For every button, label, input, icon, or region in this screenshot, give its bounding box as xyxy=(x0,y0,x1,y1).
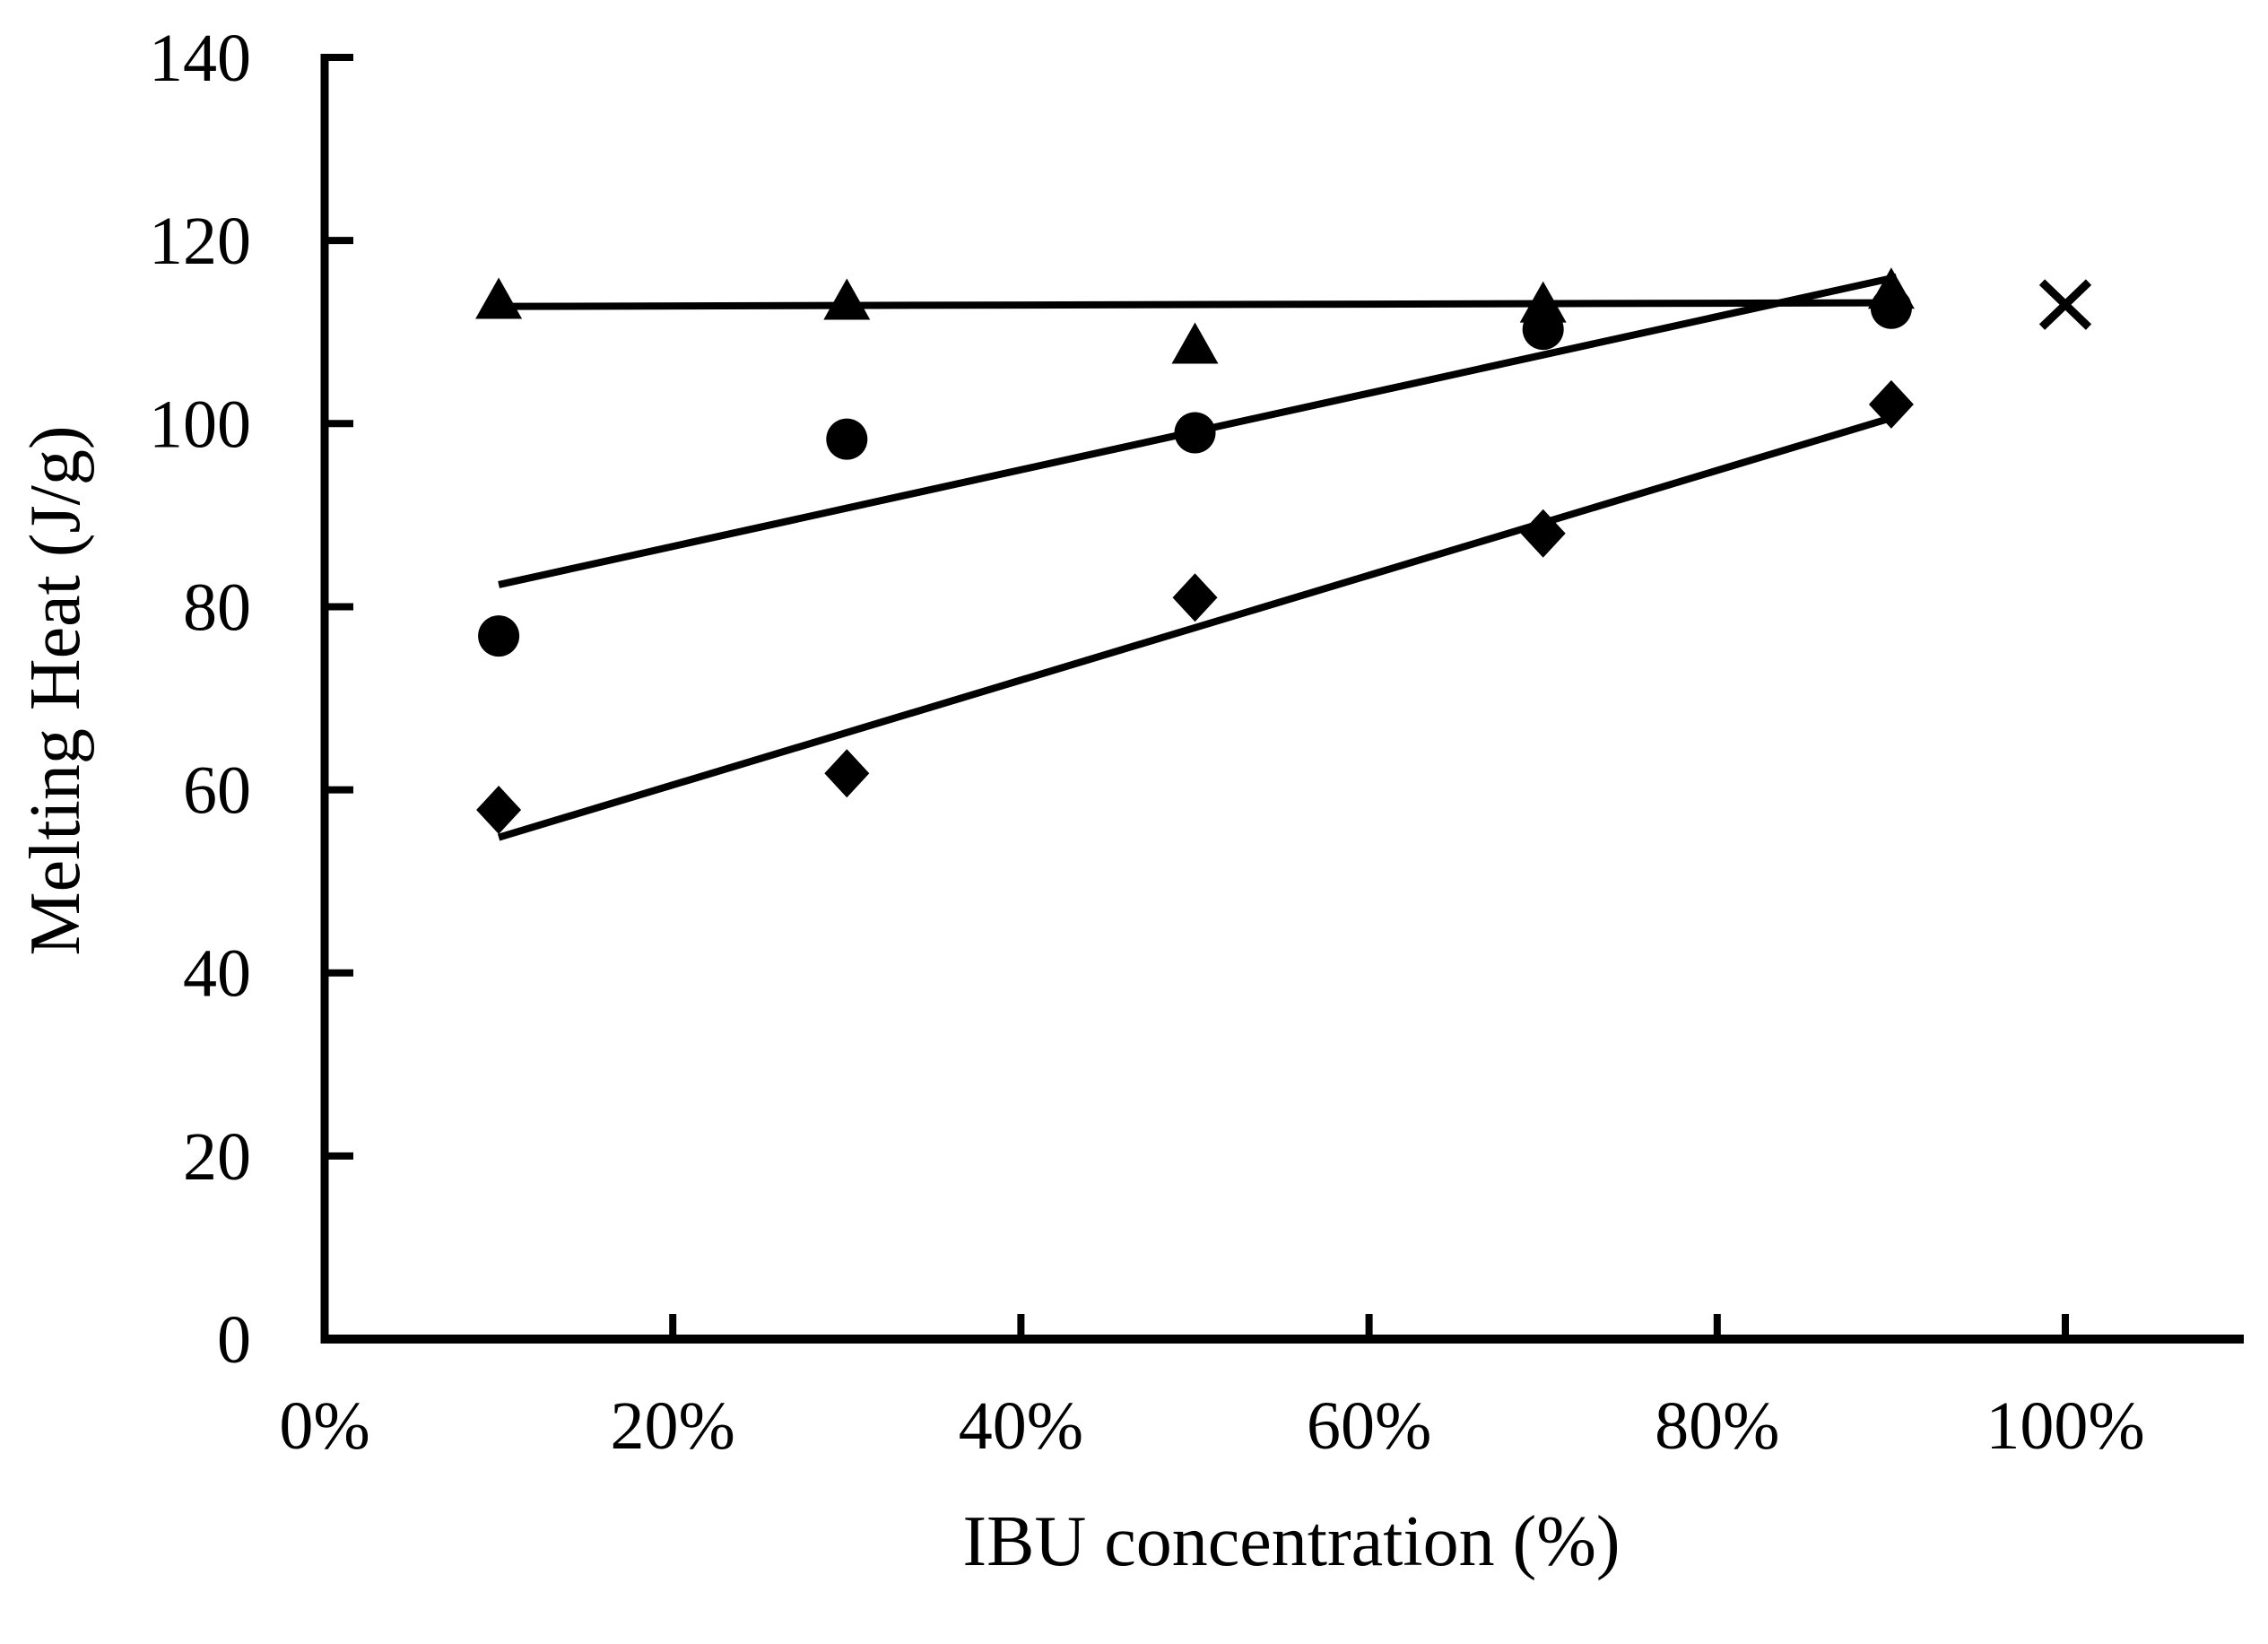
diamond-series-point xyxy=(1868,379,1914,429)
x-axis-title: IBU concentration (%) xyxy=(962,1502,1620,1581)
y-tick-label: 0 xyxy=(217,1302,251,1378)
circle-series-point xyxy=(826,418,868,460)
circle-series-point xyxy=(1522,309,1564,351)
x-tick-label: 0% xyxy=(279,1388,369,1464)
trendline-diamond-series xyxy=(497,415,1890,841)
y-tick-label: 80 xyxy=(183,570,251,645)
x-tick-label: 20% xyxy=(611,1388,735,1464)
trendline-triangle-series xyxy=(499,299,1883,310)
x-tick-label: 60% xyxy=(1307,1388,1431,1464)
triangle-series-point xyxy=(823,278,871,320)
diamond-series-point xyxy=(476,786,522,835)
axes xyxy=(320,54,2244,1344)
y-axis-title: Melting Heat (J/g) xyxy=(16,426,95,956)
circle-series-point xyxy=(478,615,520,657)
y-tick-label: 100 xyxy=(149,387,251,462)
x-series-point xyxy=(2038,279,2092,330)
triangle-series-point xyxy=(475,277,523,319)
y-tick-label: 40 xyxy=(183,936,251,1012)
diamond-series-point xyxy=(1520,509,1566,558)
x-tick-label: 80% xyxy=(1655,1388,1779,1464)
y-tick-label: 60 xyxy=(183,753,251,829)
data-points xyxy=(475,267,2092,835)
y-tick-label: 120 xyxy=(149,204,251,279)
y-tick-label: 140 xyxy=(149,21,251,96)
diamond-series-point xyxy=(824,749,870,798)
diamond-series-point xyxy=(1172,573,1218,622)
circle-series-point xyxy=(1174,412,1216,454)
x-marker-stroke xyxy=(2038,279,2092,330)
x-tick-label: 40% xyxy=(959,1388,1083,1464)
triangle-series-point xyxy=(1171,322,1219,364)
y-tick-label: 20 xyxy=(183,1119,251,1195)
triangle-series-point xyxy=(1519,281,1567,323)
circle-series-point xyxy=(1870,287,1912,329)
x-tick-label: 100% xyxy=(1986,1388,2144,1464)
tick-labels: 0 20 40 60 80 100 120 140 0% 20% 40% 60% 80% 100% xyxy=(149,21,2145,1464)
